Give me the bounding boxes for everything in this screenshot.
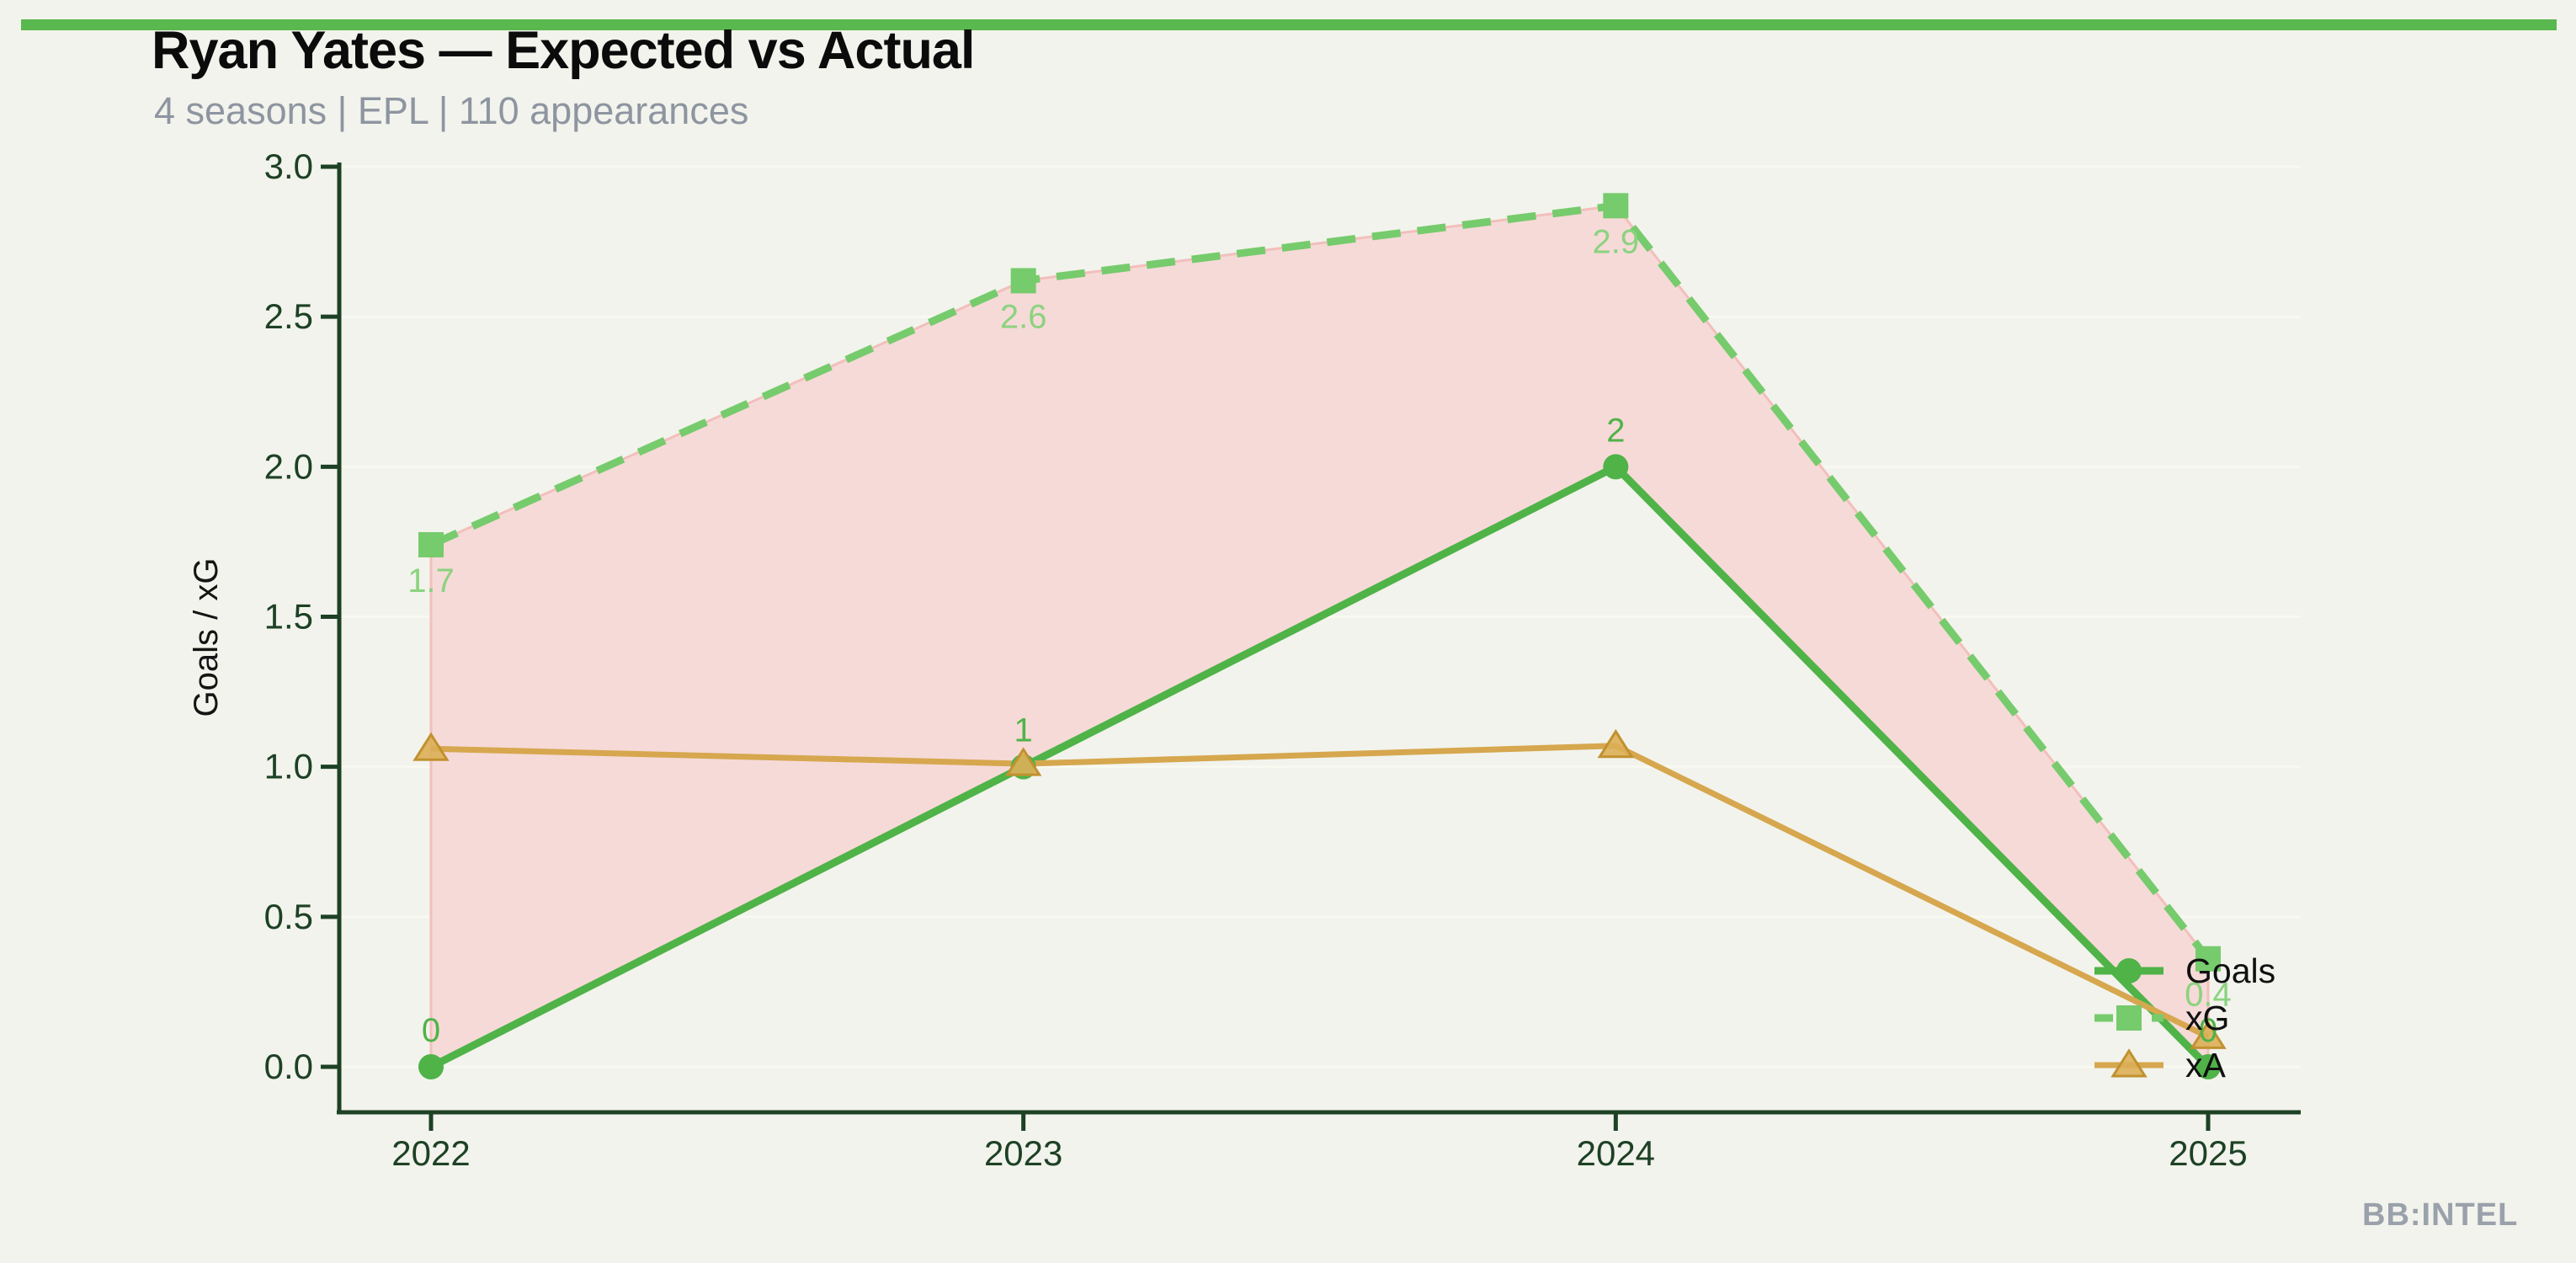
fill-between-area bbox=[429, 204, 2210, 1068]
x-tick-label: 2024 bbox=[1577, 1133, 1655, 1173]
y-tick-label: 1.0 bbox=[264, 747, 313, 786]
y-tick-label: 3.0 bbox=[264, 147, 313, 186]
marker-square-xg bbox=[2195, 946, 2221, 972]
y-axis-title: Goals / xG bbox=[188, 558, 225, 717]
y-tick-label: 0.5 bbox=[264, 897, 313, 936]
series-line-xa bbox=[430, 743, 2210, 1040]
series-line-xg bbox=[429, 201, 2211, 962]
x-tick-label: 2023 bbox=[984, 1133, 1062, 1173]
marker-circle-goals bbox=[1603, 454, 1629, 480]
y-tick-label: 2.5 bbox=[264, 296, 313, 336]
top-accent-bar bbox=[21, 19, 2557, 30]
x-tick-label: 2025 bbox=[2169, 1133, 2247, 1173]
marker-circle-goals bbox=[418, 1054, 444, 1079]
point-label-xg: 2.6 bbox=[1000, 298, 1047, 335]
point-label-xg: 2.9 bbox=[1593, 223, 1640, 260]
y-tick-label: 1.5 bbox=[264, 597, 313, 637]
marker-triangle-xa bbox=[2110, 1048, 2148, 1078]
point-label-goals: 2 bbox=[1606, 412, 1625, 449]
point-label-xg: 0.4 bbox=[2185, 977, 2232, 1014]
point-label-xg: 1.7 bbox=[407, 562, 455, 600]
legend-label-xa: xA bbox=[2185, 1046, 2227, 1084]
series-line-goals bbox=[428, 461, 2211, 1071]
y-tick-label: 2.0 bbox=[264, 446, 313, 486]
point-label-goals: 0 bbox=[422, 1012, 440, 1049]
legend-label-goals: Goals bbox=[2185, 951, 2275, 990]
marker-triangle-xa bbox=[1004, 747, 1042, 776]
marker-square-xg bbox=[1603, 193, 1629, 219]
y-tick-label: 0.0 bbox=[264, 1047, 313, 1086]
marker-circle-goals bbox=[2116, 958, 2142, 983]
marker-square-xg bbox=[418, 531, 444, 557]
legend-label-xg: xG bbox=[2185, 999, 2229, 1037]
page-subtitle: 4 seasons | EPL | 110 appearances bbox=[154, 89, 749, 132]
point-label-goals: 1 bbox=[1014, 712, 1033, 749]
marker-triangle-xa bbox=[2190, 1020, 2227, 1049]
x-tick-label: 2022 bbox=[391, 1133, 470, 1173]
marker-triangle-xa bbox=[412, 732, 450, 761]
marker-triangle-xa bbox=[1597, 728, 1635, 759]
brand-watermark: BB:INTEL bbox=[2362, 1197, 2519, 1233]
point-label-goals: 0 bbox=[2199, 1012, 2217, 1049]
marker-square-xg bbox=[2116, 1005, 2142, 1031]
marker-circle-goals bbox=[2195, 1054, 2221, 1079]
page-title: Ryan Yates — Expected vs Actual bbox=[152, 21, 975, 80]
marker-square-xg bbox=[1010, 268, 1036, 294]
